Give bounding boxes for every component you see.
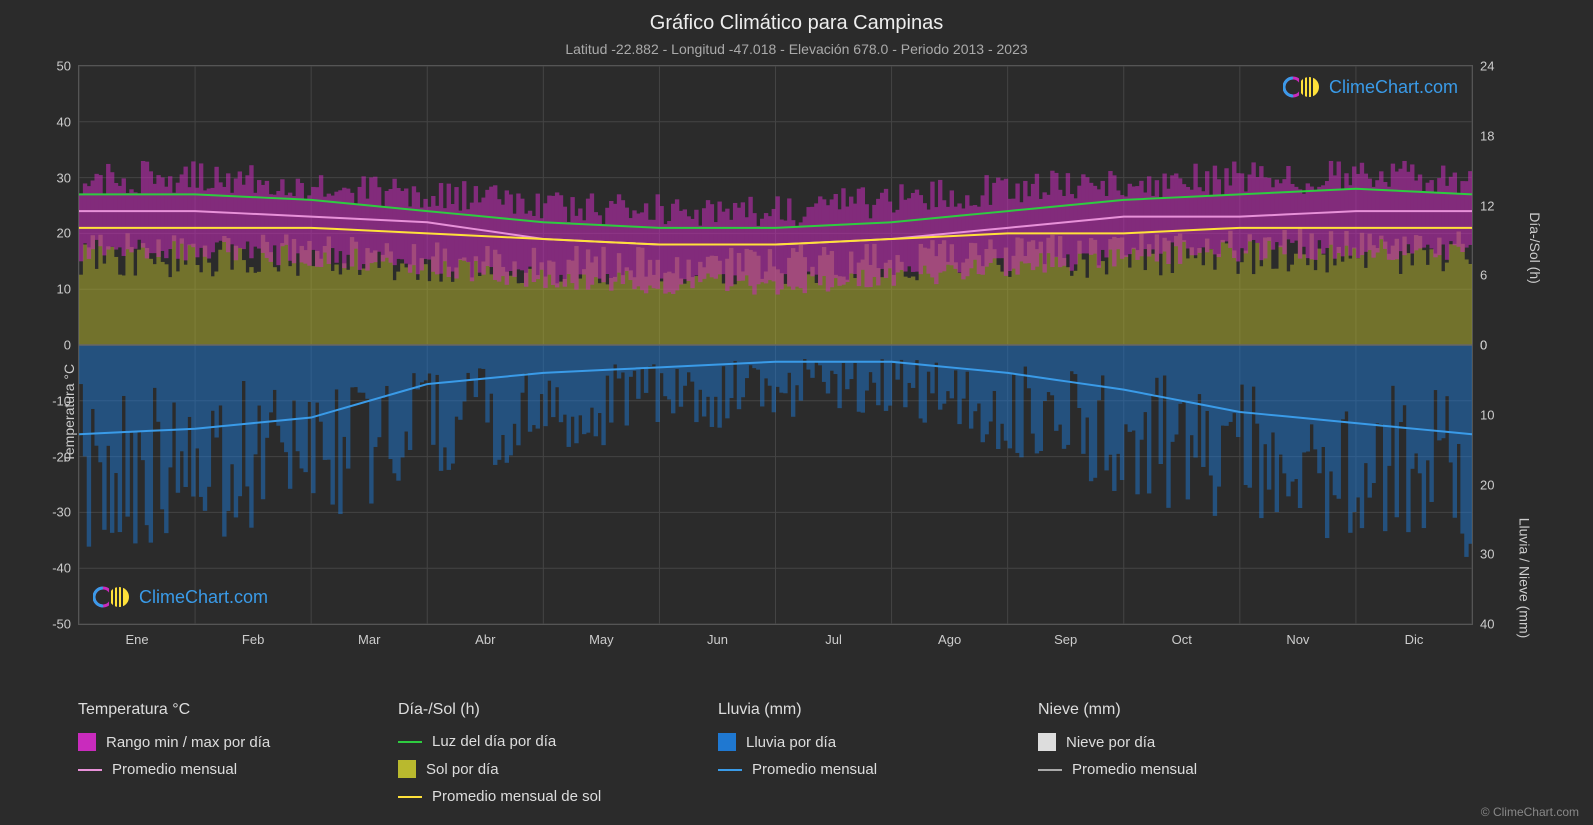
y-tick-left: 20 xyxy=(57,226,79,241)
x-tick: Sep xyxy=(1054,624,1077,647)
legend-label: Nieve por día xyxy=(1066,734,1155,751)
legend-swatch xyxy=(398,796,422,798)
y-tick-right-bottom: 20 xyxy=(1472,477,1494,492)
x-tick: Mar xyxy=(358,624,380,647)
chart-subtitle: Latitud -22.882 - Longitud -47.018 - Ele… xyxy=(0,35,1593,57)
y-tick-right-top: 12 xyxy=(1472,198,1494,213)
legend-swatch xyxy=(718,733,736,751)
y-axis-left-label: Temperatura °C xyxy=(61,363,77,461)
legend-item: Lluvia por día xyxy=(718,733,998,751)
x-tick: Ago xyxy=(938,624,961,647)
x-tick: Abr xyxy=(475,624,495,647)
y-tick-left: 50 xyxy=(57,59,79,74)
y-tick-right-top: 6 xyxy=(1472,268,1487,283)
legend-group: Día-/Sol (h) Luz del día por día Sol por d… xyxy=(398,701,678,805)
legend-swatch xyxy=(398,760,416,778)
legend-item: Rango min / max por día xyxy=(78,733,358,751)
y-tick-left: 30 xyxy=(57,170,79,185)
x-tick: Nov xyxy=(1286,624,1309,647)
legend-item: Promedio mensual xyxy=(78,761,358,778)
logo-icon xyxy=(93,584,133,610)
y-tick-left: 40 xyxy=(57,114,79,129)
y-tick-left: -50 xyxy=(52,617,79,632)
x-tick: Feb xyxy=(242,624,264,647)
copyright: © ClimeChart.com xyxy=(1481,805,1579,819)
legend-header: Nieve (mm) xyxy=(1038,701,1318,719)
y-tick-right-top: 18 xyxy=(1472,128,1494,143)
x-tick: Jul xyxy=(825,624,842,647)
y-axis-right-bottom-label: Lluvia / Nieve (mm) xyxy=(1517,517,1533,638)
legend-item: Sol por día xyxy=(398,760,678,778)
legend-label: Luz del día por día xyxy=(432,733,556,750)
logo-icon xyxy=(1283,74,1323,100)
legend-label: Lluvia por día xyxy=(746,734,836,751)
x-tick: Oct xyxy=(1172,624,1192,647)
y-tick-left: 10 xyxy=(57,282,79,297)
legend-label: Promedio mensual xyxy=(752,761,877,778)
legend-header: Lluvia (mm) xyxy=(718,701,998,719)
legend-group: Temperatura °C Rango min / max por día Pro… xyxy=(78,701,358,805)
legend-label: Sol por día xyxy=(426,761,499,778)
legend-swatch xyxy=(398,741,422,743)
legend-item: Promedio mensual xyxy=(1038,761,1318,778)
legend-swatch xyxy=(1038,769,1062,771)
climate-chart: Gráfico Climático para Campinas Latitud … xyxy=(0,0,1593,825)
chart-title: Gráfico Climático para Campinas xyxy=(0,0,1593,35)
y-tick-right-bottom: 40 xyxy=(1472,617,1494,632)
y-tick-left: -30 xyxy=(52,505,79,520)
legend-label: Promedio mensual xyxy=(112,761,237,778)
legend-swatch xyxy=(1038,733,1056,751)
x-tick: Dic xyxy=(1405,624,1424,647)
legend-item: Nieve por día xyxy=(1038,733,1318,751)
legend-swatch xyxy=(718,769,742,771)
legend-label: Promedio mensual xyxy=(1072,761,1197,778)
x-tick: Jun xyxy=(707,624,728,647)
watermark-text: ClimeChart.com xyxy=(139,587,268,608)
y-tick-left: 0 xyxy=(64,338,79,353)
legend: Temperatura °C Rango min / max por día Pro… xyxy=(78,701,1473,805)
legend-swatch xyxy=(78,769,102,771)
chart-svg xyxy=(79,66,1472,624)
y-tick-right-bottom: 0 xyxy=(1472,338,1487,353)
legend-item: Promedio mensual de sol xyxy=(398,788,678,805)
y-tick-left: -40 xyxy=(52,561,79,576)
legend-item: Promedio mensual xyxy=(718,761,998,778)
watermark-text: ClimeChart.com xyxy=(1329,77,1458,98)
y-tick-right-top: 24 xyxy=(1472,59,1494,74)
legend-label: Rango min / max por día xyxy=(106,734,270,751)
x-tick: May xyxy=(589,624,614,647)
x-tick: Ene xyxy=(125,624,148,647)
watermark-top: ClimeChart.com xyxy=(1283,74,1458,100)
y-tick-right-bottom: 10 xyxy=(1472,407,1494,422)
plot-area: ClimeChart.com ClimeChart.com 5040302010… xyxy=(78,65,1473,625)
legend-header: Temperatura °C xyxy=(78,701,358,719)
legend-item: Luz del día por día xyxy=(398,733,678,750)
legend-group: Lluvia (mm) Lluvia por día Promedio mensua… xyxy=(718,701,998,805)
y-axis-right-top-label: Día-/Sol (h) xyxy=(1527,212,1543,284)
legend-header: Día-/Sol (h) xyxy=(398,701,678,719)
legend-swatch xyxy=(78,733,96,751)
legend-label: Promedio mensual de sol xyxy=(432,788,601,805)
y-tick-right-bottom: 30 xyxy=(1472,547,1494,562)
legend-group: Nieve (mm) Nieve por día Promedio mensual xyxy=(1038,701,1318,805)
watermark-bottom: ClimeChart.com xyxy=(93,584,268,610)
